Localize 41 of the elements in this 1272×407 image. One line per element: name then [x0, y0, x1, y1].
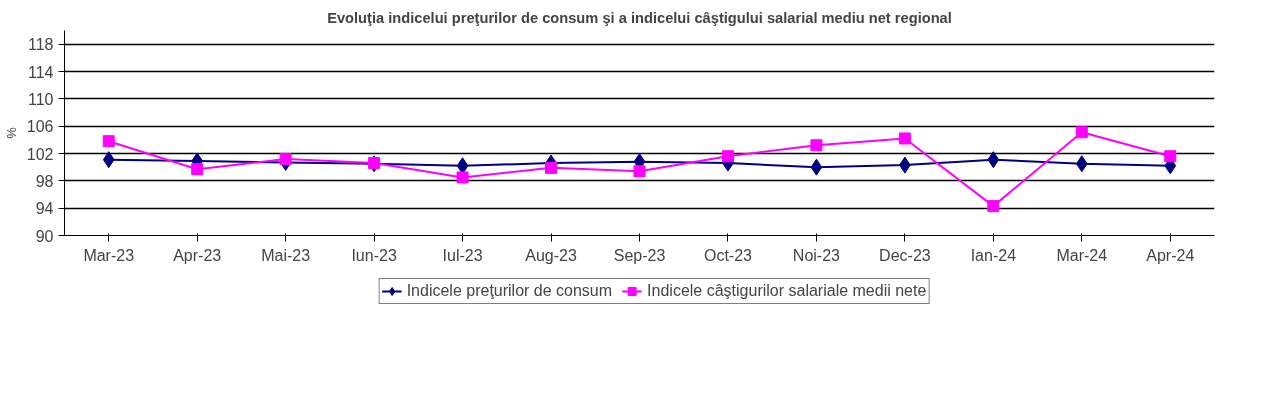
point — [1164, 150, 1177, 163]
point — [545, 161, 558, 174]
x-tick-label: Aug-23 — [525, 246, 577, 264]
point — [898, 132, 911, 145]
x-tick-label: Mai-23 — [261, 246, 311, 264]
point — [102, 151, 115, 169]
legend-label: Indicele preţurilor de consum — [406, 282, 613, 300]
chart-title: Evoluţia indicelui preţurilor de consum şi a indicelui câştigului salarial mediu net regional — [327, 9, 952, 26]
y-tick-label: 110 — [27, 90, 54, 108]
x-tick-label: Noi-23 — [792, 246, 841, 264]
x-tick-label: Sep-23 — [613, 246, 666, 264]
x-tick-label: Mar-23 — [83, 246, 135, 264]
y-axis-title: % — [3, 126, 19, 139]
point — [456, 171, 469, 184]
point — [191, 163, 204, 176]
x-tick-label: Ian-24 — [970, 246, 1017, 264]
y-tick-label: 94 — [35, 200, 54, 218]
point — [721, 150, 734, 163]
y-tick-label: 90 — [35, 227, 54, 245]
point — [987, 151, 1000, 169]
x-tick-label: Apr-23 — [173, 246, 222, 264]
x-tick-label: Oct-23 — [703, 246, 753, 264]
point — [1075, 126, 1088, 139]
point — [633, 165, 646, 178]
point — [279, 152, 292, 165]
point — [987, 200, 1000, 213]
y-tick-label: 114 — [27, 63, 54, 81]
point — [810, 158, 823, 176]
x-tick-label: Apr-24 — [1146, 246, 1195, 264]
point — [810, 139, 823, 152]
x-tick-label: Iun-23 — [351, 246, 397, 264]
y-tick-label: 98 — [35, 172, 54, 190]
x-tick-label: Mar-24 — [1056, 246, 1108, 264]
legend-label: Indicele câştigurilor salariale medii nete — [647, 282, 927, 300]
y-tick-label: 118 — [27, 36, 54, 54]
x-tick-label: Dec-23 — [879, 246, 931, 264]
x-tick-label: Iul-23 — [442, 246, 483, 264]
y-tick-label: 102 — [26, 145, 54, 163]
y-tick-label: 106 — [26, 118, 54, 136]
point — [1075, 155, 1088, 173]
point — [102, 135, 115, 148]
